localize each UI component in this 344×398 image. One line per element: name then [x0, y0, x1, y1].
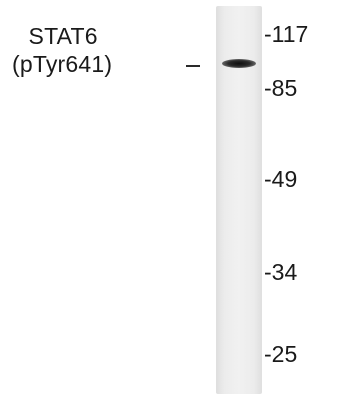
- mw-marker: -25: [264, 341, 298, 367]
- blot-lane: [216, 6, 262, 394]
- mw-marker: -34: [264, 259, 298, 285]
- target-phospho-site: (pTyr641): [12, 51, 113, 77]
- target-protein-name: STAT6: [28, 23, 98, 49]
- mw-marker: -117: [264, 21, 309, 47]
- target-label: STAT6 (pTyr641): [12, 22, 113, 78]
- protein-band: [222, 59, 256, 68]
- mw-marker: -85: [264, 75, 298, 101]
- mw-marker: -49: [264, 166, 298, 192]
- band-indicator-dash: [186, 65, 200, 67]
